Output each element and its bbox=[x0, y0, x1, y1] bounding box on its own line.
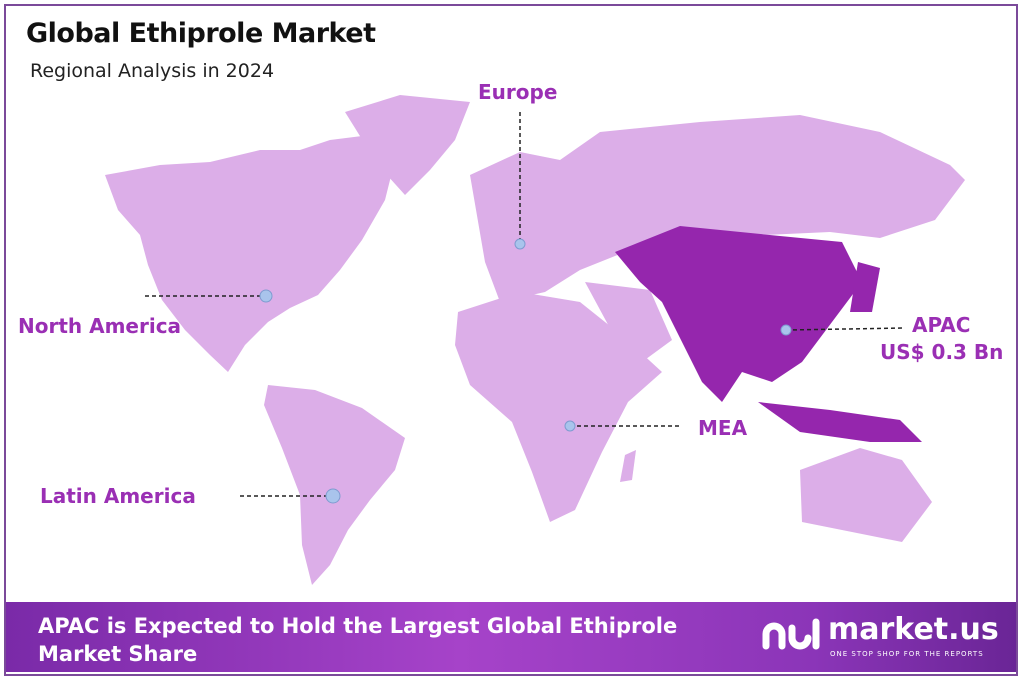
madagascar-shape bbox=[620, 450, 636, 482]
banner-text: APAC is Expected to Hold the Largest Glo… bbox=[38, 614, 678, 666]
logo-name: market.us bbox=[828, 612, 999, 647]
page-title: Global Ethiprole Market bbox=[26, 18, 376, 49]
europe-russia-shape bbox=[470, 115, 965, 302]
apac-shape bbox=[615, 226, 862, 402]
apac-label: APAC bbox=[912, 313, 971, 337]
apac-value: US$ 0.3 Bn bbox=[880, 340, 1004, 364]
latin-america-marker bbox=[325, 488, 341, 504]
frame-border bbox=[4, 4, 1018, 676]
greenland-shape bbox=[345, 95, 470, 195]
logo-tagline: ONE STOP SHOP FOR THE REPORTS bbox=[830, 650, 984, 658]
australia-shape bbox=[800, 448, 932, 542]
latin-america-shape bbox=[264, 385, 405, 585]
mea-marker bbox=[564, 420, 576, 432]
africa-shape bbox=[455, 292, 662, 522]
market-us-logo-icon bbox=[762, 618, 820, 650]
europe-marker bbox=[514, 238, 526, 250]
market-us-logo: market.us ONE STOP SHOP FOR THE REPORTS bbox=[758, 612, 999, 660]
japan-shape bbox=[850, 262, 880, 312]
apac-marker bbox=[780, 324, 792, 336]
europe-label: Europe bbox=[478, 80, 558, 104]
north-america-label: North America bbox=[18, 314, 182, 338]
latin-america-label: Latin America bbox=[40, 484, 196, 508]
middle-east-shape bbox=[585, 282, 672, 362]
mea-label: MEA bbox=[698, 416, 748, 440]
indonesia-shape bbox=[758, 402, 922, 442]
north-america-shape bbox=[105, 135, 395, 372]
footer-banner: APAC is Expected to Hold the Largest Glo… bbox=[6, 602, 1016, 672]
apac-leader-line bbox=[785, 327, 906, 331]
page-subtitle: Regional Analysis in 2024 bbox=[30, 60, 275, 82]
north-america-marker bbox=[259, 289, 273, 303]
